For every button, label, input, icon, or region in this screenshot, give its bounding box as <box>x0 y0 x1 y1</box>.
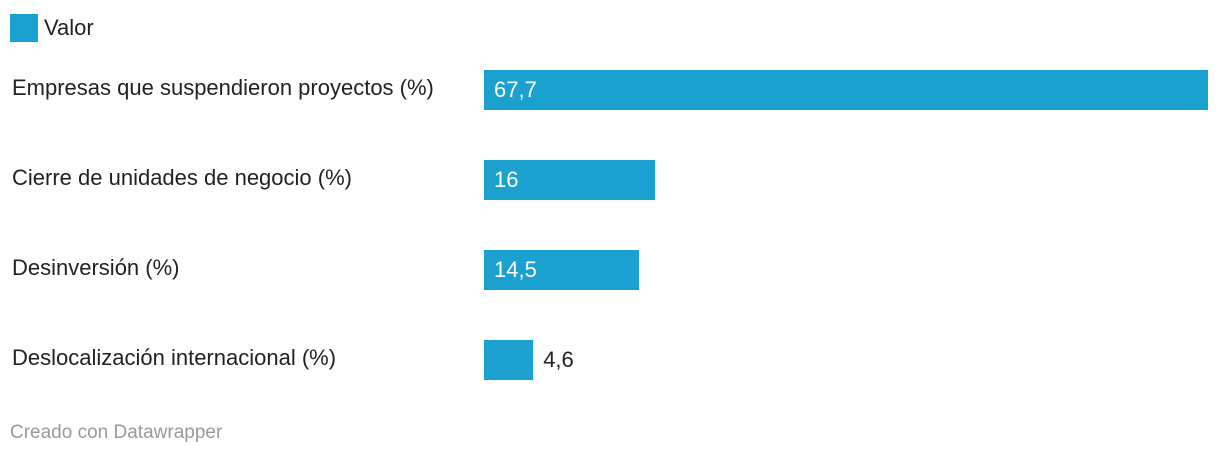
footer: Creado con Datawrapper <box>10 422 223 443</box>
value-label: 67,7 <box>494 77 537 102</box>
bar <box>484 160 656 200</box>
bar <box>484 340 534 380</box>
bar <box>484 70 1208 110</box>
value-label: 14,5 <box>494 257 537 282</box>
bar <box>484 250 640 290</box>
category-label: Cierre de unidades de negocio (%) <box>12 165 352 190</box>
category-label: Empresas que suspendieron proyectos (%) <box>12 75 434 100</box>
category-label: Desinversión (%) <box>12 255 180 280</box>
legend-label: Valor <box>44 15 94 40</box>
value-label: 16 <box>494 167 518 192</box>
category-label: Deslocalización internacional (%) <box>12 345 336 370</box>
legend-swatch <box>10 14 38 42</box>
value-label: 4,6 <box>543 347 574 372</box>
